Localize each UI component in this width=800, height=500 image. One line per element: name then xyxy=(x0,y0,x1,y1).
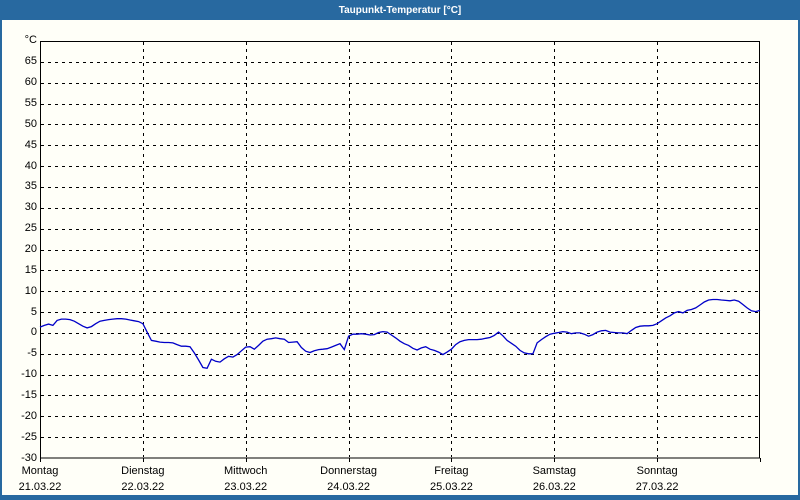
day-name-label: Montag xyxy=(21,465,59,477)
day-date-label: 24.03.22 xyxy=(327,481,370,493)
y-axis-label: 25 xyxy=(24,222,37,235)
chart-line xyxy=(39,298,761,370)
y-axis-label: 0 xyxy=(30,326,37,339)
y-axis-label: 45 xyxy=(24,138,37,151)
day-date-label: 27.03.22 xyxy=(635,481,679,493)
y-axis-label: 55 xyxy=(24,97,37,110)
y-axis-label: 10 xyxy=(24,284,37,297)
y-axis-label: -15 xyxy=(21,388,37,401)
window-title: Taupunkt-Temperatur [°C] xyxy=(338,4,462,16)
y-axis-label: -20 xyxy=(21,409,37,422)
day-date-label: 23.03.22 xyxy=(224,481,268,493)
y-axis-label: 65 xyxy=(24,55,37,68)
day-name-label: Mittwoch xyxy=(224,465,268,477)
day-name-label: Donnerstag xyxy=(320,465,377,477)
y-axis-label: 35 xyxy=(24,180,37,193)
y-axis-label: 15 xyxy=(24,263,37,276)
y-axis-label: 40 xyxy=(24,159,37,172)
day-name-label: Freitag xyxy=(434,465,469,477)
y-axis-unit-label: °C xyxy=(24,34,37,46)
y-axis-label: -10 xyxy=(21,368,37,381)
y-axis-label: 20 xyxy=(24,243,37,255)
y-axis-label: -5 xyxy=(27,347,37,360)
day-date-label: 21.03.22 xyxy=(18,481,62,493)
plot-border xyxy=(40,41,760,459)
y-axis-label: 30 xyxy=(24,201,37,214)
day-date-label: 26.03.22 xyxy=(532,481,576,493)
y-axis-label: 50 xyxy=(24,117,37,130)
chart-area: °C 65 60 55 50 45 40 35 30 25 20 15 10 5 0 -5 -10 -15 -20… xyxy=(2,20,798,495)
y-axis-label: 60 xyxy=(24,76,37,89)
day-date-label: 22.03.22 xyxy=(121,481,165,493)
y-axis-label: 5 xyxy=(30,305,37,318)
chart-plot xyxy=(39,41,761,462)
y-axis-label: -25 xyxy=(21,430,37,443)
y-axis-label: -30 xyxy=(21,451,37,464)
day-name-label: Sonntag xyxy=(636,465,678,477)
day-name-label: Samstag xyxy=(532,465,576,477)
day-date-label: 25.03.22 xyxy=(430,481,473,493)
day-name-label: Dienstag xyxy=(121,465,165,477)
title-bar: Taupunkt-Temperatur [°C] xyxy=(0,0,800,20)
